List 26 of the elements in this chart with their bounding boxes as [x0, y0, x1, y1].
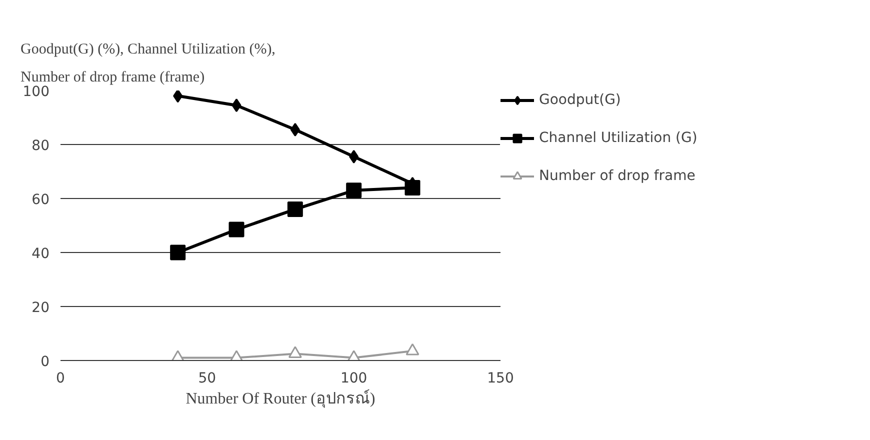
point — [173, 90, 183, 103]
chart-subtitle: Number of drop frame (frame) — [20, 70, 205, 86]
legend-label: Number of drop frame — [539, 168, 696, 184]
x-tick-label: 100 — [340, 370, 368, 386]
point — [346, 182, 362, 198]
point — [288, 346, 302, 358]
y-tick-label: 100 — [22, 84, 50, 100]
legend-label: Channel Utilization (G) — [539, 130, 698, 146]
x-tick-label: 150 — [487, 370, 514, 386]
x-tick-label: 50 — [198, 370, 216, 386]
x-axis-title: Number Of Router (อุปกรณ์) — [186, 388, 376, 408]
point — [170, 244, 186, 260]
point — [287, 202, 303, 218]
point — [232, 98, 242, 112]
y-tick-label: 40 — [32, 246, 50, 262]
point — [406, 343, 420, 356]
y-tick-label: 0 — [40, 354, 50, 370]
y-tick-label: 80 — [32, 138, 50, 154]
point — [290, 122, 300, 136]
y-tick-label: 20 — [32, 300, 50, 316]
y-tick-label: 60 — [32, 192, 50, 208]
point — [228, 222, 244, 238]
x-tick-label: 0 — [56, 370, 65, 386]
chart-title: Goodput(G) (%), Channel Utilization (%), — [20, 42, 276, 58]
point — [349, 150, 359, 164]
legend-label: Goodput(G) — [539, 92, 621, 108]
